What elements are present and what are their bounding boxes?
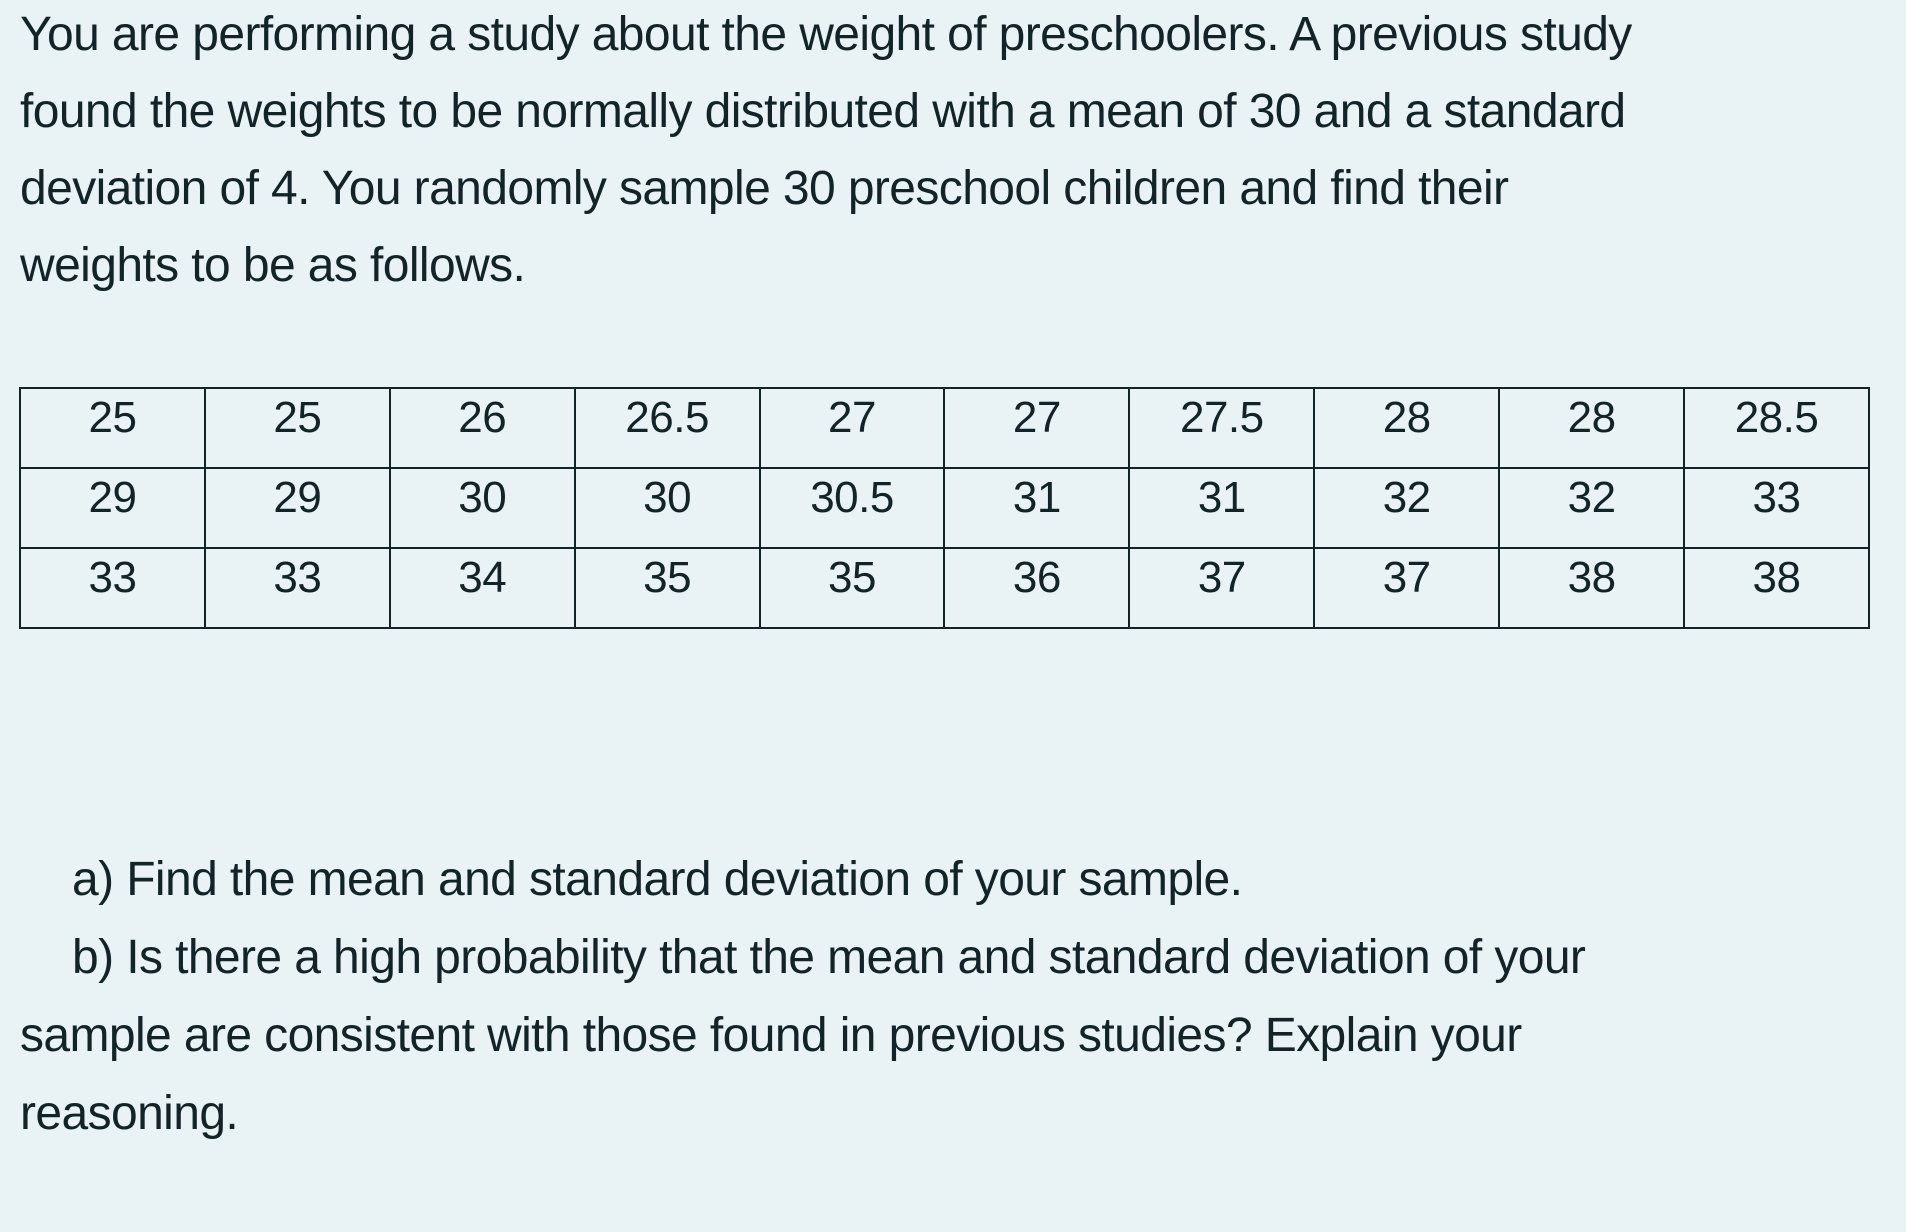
weight-cell: 38 — [1498, 547, 1686, 629]
weight-cell: 34 — [388, 547, 576, 629]
weight-cell: 25 — [203, 387, 391, 469]
weight-cell: 35 — [573, 547, 761, 629]
weight-cell: 33 — [203, 547, 391, 629]
text-line: You are performing a study about the wei… — [20, 8, 1632, 61]
table-row: 29 29 30 30 30.5 31 31 32 32 33 — [19, 467, 1870, 549]
weight-cell: 28 — [1498, 387, 1686, 469]
weight-cell: 33 — [1683, 467, 1870, 549]
weight-cell: 37 — [1313, 547, 1501, 629]
weight-cell: 28.5 — [1683, 387, 1870, 469]
weight-cell: 37 — [1128, 547, 1316, 629]
table-row: 33 33 34 35 35 36 37 37 38 38 — [19, 547, 1870, 629]
weight-cell: 38 — [1683, 547, 1870, 629]
questions-block: a) Find the mean and standard deviation … — [20, 841, 1586, 1153]
weight-cell: 29 — [203, 467, 391, 549]
weight-cell: 25 — [19, 387, 206, 469]
weight-cell: 29 — [19, 467, 206, 549]
table-row: 25 25 26 26.5 27 27 27.5 28 28 28.5 — [19, 387, 1870, 469]
weight-cell: 31 — [1128, 467, 1316, 549]
weight-cell: 26.5 — [573, 387, 761, 469]
text-line: weights to be as follows. — [20, 239, 526, 292]
weight-cell: 30.5 — [758, 467, 946, 549]
weight-cell: 27 — [943, 387, 1131, 469]
weight-cell: 30 — [388, 467, 576, 549]
weight-cell: 28 — [1313, 387, 1501, 469]
weight-cell: 27.5 — [1128, 387, 1316, 469]
weight-cell: 30 — [573, 467, 761, 549]
text-line: a) Find the mean and standard deviation … — [72, 853, 1243, 906]
weight-cell: 36 — [943, 547, 1131, 629]
weight-cell: 35 — [758, 547, 946, 629]
weight-cell: 32 — [1498, 467, 1686, 549]
text-line: b) Is there a high probability that the … — [72, 931, 1586, 984]
text-line: deviation of 4. You randomly sample 30 p… — [20, 162, 1509, 215]
problem-statement: You are performing a study about the wei… — [20, 0, 1632, 304]
text-line: reasoning. — [20, 1087, 239, 1140]
weight-cell: 33 — [19, 547, 206, 629]
text-line: found the weights to be normally distrib… — [20, 85, 1626, 138]
weight-cell: 27 — [758, 387, 946, 469]
weights-table: 25 25 26 26.5 27 27 27.5 28 28 28.5 29 29 30 30 30.5 31… — [19, 387, 1870, 629]
weight-cell: 32 — [1313, 467, 1501, 549]
weight-cell: 26 — [388, 387, 576, 469]
text-line: sample are consistent with those found i… — [20, 1009, 1522, 1062]
weights-table-body: 25 25 26 26.5 27 27 27.5 28 28 28.5 29 29 30 30 30.5 31… — [19, 387, 1870, 629]
weight-cell: 31 — [943, 467, 1131, 549]
